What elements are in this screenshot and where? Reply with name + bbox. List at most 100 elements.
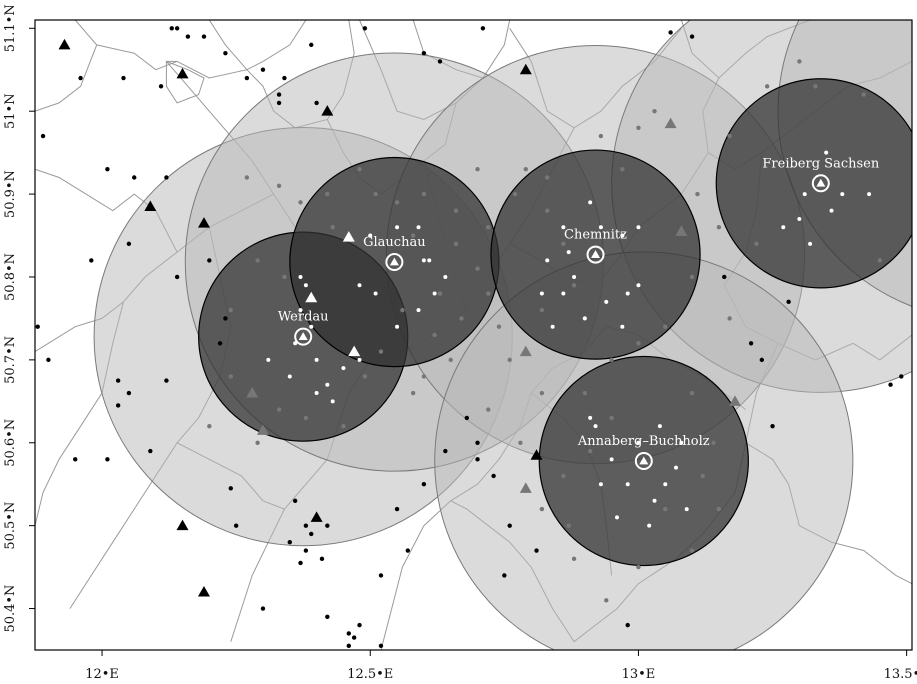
location-point-inner-zone [625,291,630,296]
location-point-outer-zone [421,191,427,197]
hospital-triangle-icon [298,332,308,341]
location-point-outside [126,241,132,247]
location-point-inner-zone [647,523,652,528]
triangle-icon [728,395,741,406]
triangle-icon [348,345,361,357]
location-point-outer-zone [700,473,706,479]
location-point-outside [73,457,78,462]
location-point-outer-zone [636,125,641,130]
location-point-inner-zone [867,192,872,197]
location-point-inner-zone [808,241,813,246]
location-point-outer-zone [689,274,695,280]
location-point-outer-zone [276,407,282,412]
location-point-outer-zone [663,324,668,329]
hospital-triangle-icon [591,250,601,258]
location-point-outer-zone [432,332,437,338]
location-point-outer-zone [877,258,883,263]
location-point-outer-zone [582,390,588,396]
location-point-inner-zone [652,498,657,503]
location-point-inner-zone [325,382,330,387]
location-point-outer-zone [475,266,480,271]
hospital-ring-icon [586,245,605,264]
location-point-outer-zone [373,191,378,197]
location-point-outer-zone [496,324,502,329]
hospital-ring-icon [385,253,404,272]
location-point-outer-zone [716,225,722,230]
location-point-outside [464,415,469,421]
location-point-outside [35,324,40,329]
location-point-outside [341,656,345,660]
location-point-inner-zone [309,324,314,329]
location-point-outside [786,299,791,305]
location-point-outer-zone [421,374,427,379]
triangle-icon [321,105,334,116]
location-point-outside [378,573,384,578]
location-point-outside [534,548,539,553]
hospital-triangle-icon [389,257,399,266]
y-axis-tick-label: 50.4•N [3,585,18,633]
x-axis-tick-label: 13.5•E [884,667,917,682]
location-point-inner-zone [566,250,571,255]
location-point-inner-zone [684,507,689,512]
location-point-outer-zone [604,598,609,603]
location-point-inner-zone [620,324,625,329]
hospital-triangle-icon [816,178,826,187]
location-point-outer-zone [357,167,362,172]
location-point-outer-zone [652,108,657,114]
location-point-outside [759,357,765,363]
location-point-outside [625,622,630,628]
triangle-icon [246,387,259,398]
location-point-outer-zone [410,390,416,396]
triangle-icon [305,291,318,303]
location-point-outer-zone [459,316,464,321]
location-point-outside [405,548,410,553]
location-point-outside [89,258,94,263]
location-point-outside [276,100,282,106]
x-axis-tick-label: 12.5•E [347,667,393,682]
location-point-outside [888,382,893,387]
triangle-icon [256,424,269,435]
map-frame [34,19,913,651]
location-point-outside [121,75,126,81]
location-point-outside [169,26,174,31]
location-point-outside [298,560,303,566]
location-point-outside [223,50,228,56]
hospital-label: Annaberg–Buchholz [577,434,710,449]
location-point-outside [276,92,282,97]
location-point-outside [480,26,486,31]
location-point-outer-zone [571,283,577,288]
location-point-outside [362,26,368,31]
location-point-outside [325,523,330,528]
location-point-inner-zone [561,291,566,296]
triangle-icon [176,67,189,79]
location-point-outside [260,606,266,611]
y-axis-tick-label: 50.9•N [3,170,18,218]
location-point-outside [309,531,314,537]
location-point-inner-zone [550,324,555,329]
hospital-label: Glauchau [363,235,425,250]
location-point-inner-zone [657,424,662,429]
location-point-outside [748,341,754,346]
location-point-inner-zone [561,225,566,230]
location-point-outside [394,506,400,512]
location-point-inner-zone [673,465,678,470]
location-point-outer-zone [486,407,491,412]
location-point-inner-zone [314,391,319,396]
location-point-inner-zone [636,283,641,288]
location-point-outside [105,457,110,462]
location-point-inner-zone [421,258,426,263]
location-point-outer-zone [663,506,668,512]
location-point-inner-zone [781,225,786,230]
location-point-outside [346,643,351,649]
location-point-outside [40,133,46,139]
location-point-outer-zone [711,440,716,445]
location-point-inner-zone [598,225,603,230]
location-point-outer-zone [727,133,732,139]
location-point-inner-zone [679,440,684,445]
triangle-icon [519,482,532,493]
district-boundary [35,44,98,112]
hospital-triangle-icon [639,456,649,465]
location-point-inner-zone [614,515,619,520]
location-point-outer-zone [453,208,459,213]
location-point-inner-zone [432,291,437,296]
